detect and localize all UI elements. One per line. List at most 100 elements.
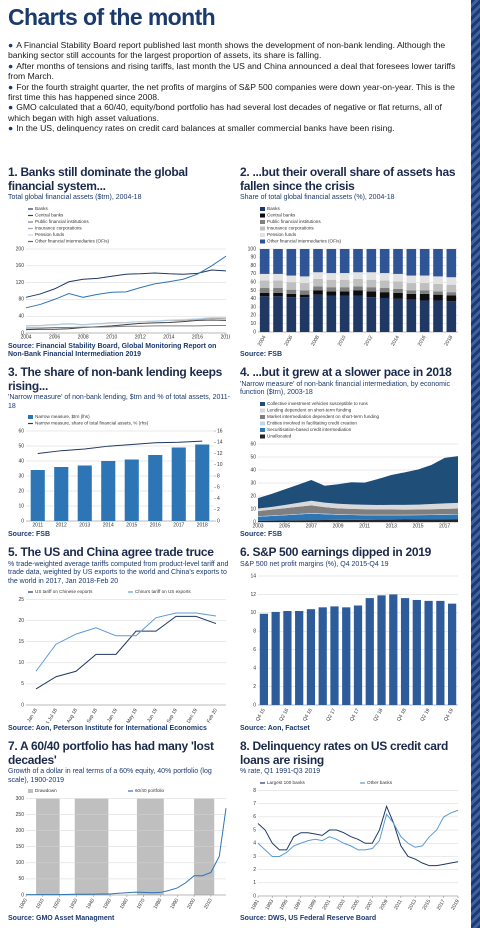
chart-title: 4. ...but it grew at a slower pace in 20… xyxy=(240,365,452,379)
chart-panel: 6. S&P 500 earnings dipped in 2019 S&P 50… xyxy=(240,545,462,734)
legend-swatch xyxy=(260,239,265,244)
bar-segment xyxy=(313,248,323,272)
chart: 0 40 80 120 160 200 2004 2006 2008 2010 2012 2014 20… xyxy=(16,206,230,340)
y-tick-label: 6 xyxy=(253,647,256,653)
y-tick-label: 200 xyxy=(16,246,25,252)
y-tick-label: 12 xyxy=(250,592,256,598)
bar-segment xyxy=(259,295,270,332)
bar-segment xyxy=(299,248,310,276)
chart-subtitle: Share of total global financial assets (… xyxy=(240,194,395,201)
chart-title: 8. Delinquency rates on US credit card l… xyxy=(240,739,449,767)
bar xyxy=(400,598,410,706)
y2-tick-label: 8 xyxy=(217,474,220,480)
x-tick-label: 2013 xyxy=(386,523,397,529)
y2-tick-label: 12 xyxy=(217,451,223,457)
x-tick-label: 2011 xyxy=(359,523,370,529)
x-tick-label: 2008 xyxy=(78,334,89,340)
legend-label: Central banks xyxy=(267,212,296,217)
y-tick-label: 60 xyxy=(250,441,256,447)
x-tick-label: 2011 xyxy=(32,523,43,529)
y-tick-label: 0 xyxy=(21,703,24,709)
line-series xyxy=(37,440,203,455)
x-tick-label: 2008 xyxy=(310,334,321,347)
x-tick-label: 2006 xyxy=(283,334,294,347)
bullet-list: A Financial Stability Board report publi… xyxy=(8,40,464,134)
x-tick-label: 2014 xyxy=(103,523,114,529)
y-tick-label: 8 xyxy=(253,787,256,793)
bar-segment xyxy=(339,295,350,332)
bar xyxy=(259,613,268,706)
bar-segment xyxy=(379,272,390,281)
legend-swatch xyxy=(260,232,265,237)
line-series xyxy=(25,316,226,327)
bar-segment xyxy=(393,292,403,299)
x-tick-label: 2005 xyxy=(350,898,361,911)
bar xyxy=(295,611,304,706)
chart: 0 10 20 30 40 50 60 70 80 90 100 2004 2006 2008 2010 20… xyxy=(248,206,458,347)
line-series xyxy=(35,612,217,672)
y-tick-label: 7 xyxy=(253,801,256,807)
y-tick-label: 60 xyxy=(250,279,256,285)
x-tick-label: 2017 xyxy=(439,523,450,529)
y2-tick-label: 4 xyxy=(217,496,220,502)
chart-panel: 5. The US and China agree trade truce% t… xyxy=(8,545,230,734)
plot-box: 0 5 10 15 20 25 1 Jan 18 6 Jul 18 23 Aug 18 24 Se… xyxy=(8,588,230,723)
x-tick-label: 2015 xyxy=(422,898,433,911)
y-tick-label: 100 xyxy=(16,860,25,866)
chart-panel: 4. ...but it grew at a slower pace in 20… xyxy=(240,365,462,540)
x-tick-label: 2003 xyxy=(252,523,263,529)
bullet: In the US, delinquency rates on credit c… xyxy=(8,123,464,133)
bar-segment xyxy=(326,286,337,291)
x-tick-label: 10 May 19 xyxy=(122,708,139,724)
bar-segment xyxy=(259,292,270,296)
legend-label: Securitisation-based credit intermediati… xyxy=(267,427,352,432)
y-tick-label: 10 xyxy=(18,660,24,666)
legend-swatch xyxy=(28,789,33,794)
chart-source: Source: Aon, Factset xyxy=(240,725,310,733)
y-tick-label: 30 xyxy=(250,304,256,310)
bar-segment xyxy=(366,296,377,332)
chart-source: Source: Financial Stability Board, Globa… xyxy=(8,342,217,359)
y-tick-label: 20 xyxy=(250,493,256,499)
legend-label: Other banks xyxy=(367,780,393,785)
chart-source: Source: DWS, US Federal Reserve Board xyxy=(240,915,377,923)
y-tick-label: 50 xyxy=(18,444,24,450)
bar-segment xyxy=(326,290,337,296)
bar-segment xyxy=(313,278,323,286)
chart-subtitle: % trade-weighted average tariffs compute… xyxy=(8,560,229,585)
bar xyxy=(353,605,363,706)
bar-segment xyxy=(259,287,270,293)
x-tick-label: Q4 17 xyxy=(349,708,361,723)
plot-box: 0 10 20 30 40 50 60 70 80 90 100 2004 2006 2008 2010 20… xyxy=(240,205,462,350)
x-tick-label: 23 Aug 18 xyxy=(62,708,79,724)
bar xyxy=(124,459,139,522)
bar xyxy=(54,467,69,522)
bar xyxy=(271,612,280,706)
bar-segment xyxy=(286,296,297,332)
y-tick-label: 10 xyxy=(250,610,256,616)
x-tick-label: 2015 xyxy=(126,523,137,529)
y-tick-label: 14 xyxy=(250,573,256,579)
x-tick-label: 2018 xyxy=(197,523,208,529)
bar-segment xyxy=(366,279,377,287)
legend-swatch xyxy=(260,421,265,426)
bar-segment xyxy=(419,293,430,301)
bar-segment xyxy=(433,290,443,295)
y-tick-label: 150 xyxy=(16,844,25,850)
bar-segment xyxy=(353,290,363,296)
legend-swatch xyxy=(260,427,265,432)
area-series xyxy=(258,500,458,511)
x-tick-label: 1900 xyxy=(18,898,29,911)
legend-swatch xyxy=(260,408,265,413)
bar xyxy=(342,607,351,706)
y-tick-label: 160 xyxy=(16,263,25,269)
y-tick-label: 40 xyxy=(18,459,24,465)
x-tick-label: 1991 xyxy=(250,898,261,911)
y-tick-label: 40 xyxy=(250,467,256,473)
legend-label: Narrow measure, $trn (lhs) xyxy=(35,414,90,419)
y-tick-label: 10 xyxy=(250,321,256,327)
y-tick-label: 1 xyxy=(253,880,256,886)
legend-label: Insurance corporations xyxy=(267,225,314,230)
x-tick-label: Q4 16 xyxy=(302,708,314,723)
